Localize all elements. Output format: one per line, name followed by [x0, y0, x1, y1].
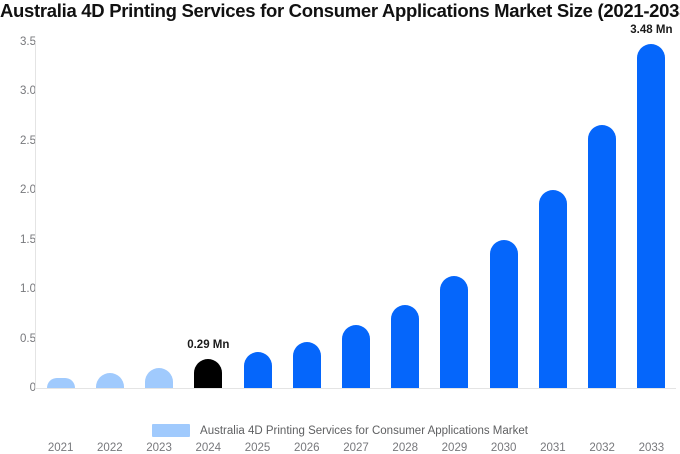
x-axis-tick-label: 2024: [195, 442, 222, 454]
bar-group: 2027: [331, 42, 380, 454]
bar-group: 2022: [85, 42, 134, 454]
x-axis-tick-label: 2028: [392, 442, 419, 454]
x-axis-tick-label: 2033: [638, 442, 665, 454]
bar-value-label: 3.48 Mn: [630, 23, 673, 36]
bar-group: 2026: [282, 42, 331, 454]
chart-title: Australia 4D Printing Services for Consu…: [0, 0, 680, 21]
bar-group: 2029: [430, 42, 479, 454]
x-axis-tick-label: 2021: [47, 442, 74, 454]
x-axis-tick-label: 2025: [244, 442, 271, 454]
x-axis-tick-label: 2030: [490, 442, 517, 454]
y-axis-tick-label: 3.5: [20, 36, 36, 48]
bar-group: 3.48 Mn 2033: [627, 24, 676, 454]
y-axis-tick-label: 2.5: [20, 134, 36, 147]
y-axis-tick-label: 3.0: [20, 85, 36, 98]
bar-2030[interactable]: [489, 239, 518, 388]
bar-value-label: 0.29 Mn: [187, 339, 230, 352]
bar-2021[interactable]: [46, 378, 75, 388]
bar-2029[interactable]: [440, 276, 469, 388]
x-axis-tick-label: 2026: [293, 442, 320, 454]
x-axis-line: [35, 388, 676, 389]
chart-legend: Australia 4D Printing Services for Consu…: [0, 424, 680, 437]
x-axis-tick-label: 2031: [540, 442, 566, 454]
bar-group: 0.29 Mn 2024: [184, 42, 233, 454]
bar-2028[interactable]: [391, 304, 420, 388]
bar-2025[interactable]: [243, 352, 272, 388]
bar-group: 2021: [36, 42, 85, 454]
bar-2033[interactable]: [637, 43, 666, 388]
y-axis-tick-label: 1.5: [20, 233, 36, 246]
x-axis-tick-label: 2029: [441, 442, 468, 454]
bar-group: 2031: [528, 42, 577, 454]
bar-2031[interactable]: [538, 190, 567, 388]
bar-group: 2028: [381, 42, 430, 454]
y-axis-tick-label: 0.5: [20, 332, 36, 345]
y-axis-tick-label: 0: [29, 382, 36, 394]
bar-group: 2023: [134, 42, 183, 454]
x-axis-tick-label: 2022: [97, 442, 123, 454]
bar-group: 2025: [233, 42, 282, 454]
bars-layer: 2021 2022 2023 0.29 Mn 2024 2025 2026 2027 2028 2…: [36, 0, 676, 454]
bar-2022[interactable]: [95, 373, 124, 388]
x-axis-tick-label: 2032: [589, 442, 615, 454]
bar-2032[interactable]: [588, 125, 617, 388]
y-axis-tick-label: 1.0: [20, 283, 36, 296]
bar-2024[interactable]: [194, 359, 223, 388]
y-axis-line: [35, 42, 36, 389]
bar-2027[interactable]: [341, 324, 370, 388]
legend-swatch-icon: [152, 424, 191, 437]
bar-2023[interactable]: [145, 368, 174, 388]
x-axis-tick-label: 2027: [343, 442, 369, 454]
y-axis: 0 0.5 1.0 1.5 2.0 2.5 3.0 3.5: [0, 0, 36, 450]
x-axis-tick-label: 2023: [146, 442, 172, 454]
bar-group: 2030: [479, 42, 528, 454]
y-axis-tick-label: 2.0: [20, 184, 36, 197]
bar-group: 2032: [578, 42, 627, 454]
bar-2026[interactable]: [292, 341, 321, 388]
legend-item-label: Australia 4D Printing Services for Consu…: [200, 424, 528, 437]
